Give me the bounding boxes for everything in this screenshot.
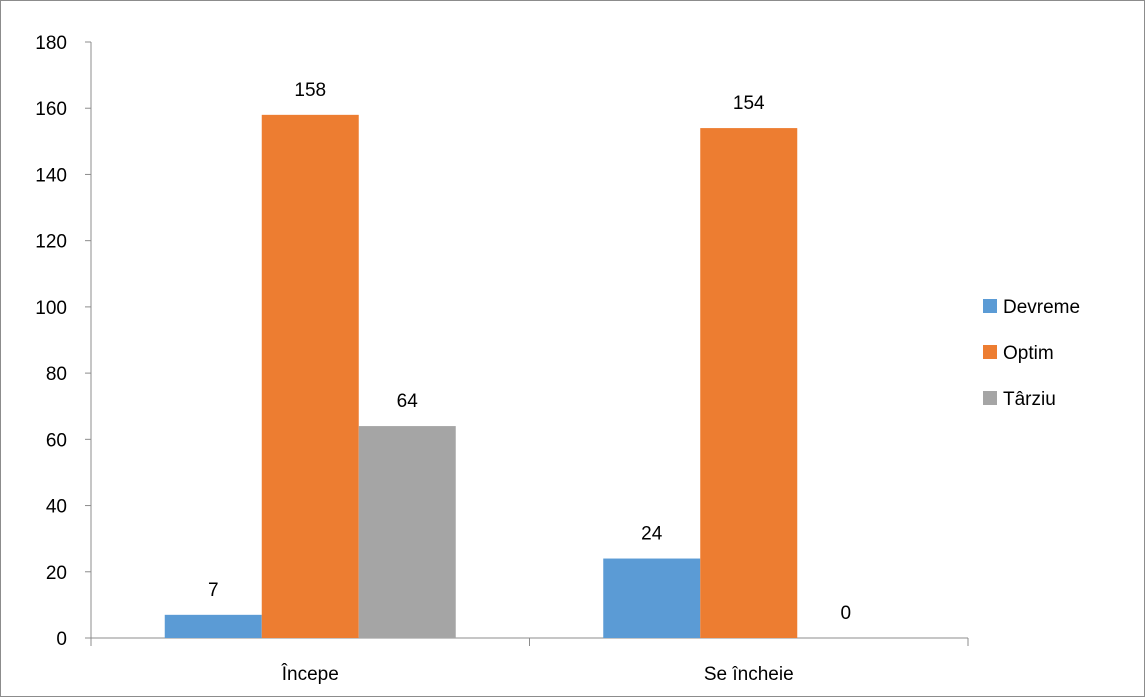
y-tick-label: 100 <box>35 298 67 319</box>
legend-label: Optim <box>1003 343 1054 364</box>
x-category-label: Se încheie <box>704 664 794 685</box>
legend-swatch <box>983 391 997 405</box>
y-tick-label: 20 <box>46 563 67 584</box>
bar-optim <box>261 114 359 639</box>
y-tick-label: 40 <box>46 497 67 518</box>
data-labels: 7 24 158 154 64 0 <box>208 80 851 624</box>
bar-optim <box>700 128 798 639</box>
y-tick-label: 0 <box>56 629 67 650</box>
bar-value-label: 158 <box>294 80 326 101</box>
y-tick-label: 80 <box>46 364 67 385</box>
bar-devreme <box>603 558 701 638</box>
bar-t-rziu <box>358 426 456 638</box>
bar-value-label: 24 <box>641 524 663 545</box>
axes: 0 20 40 60 80 100 120 140 160 180 Începe Se încheie <box>35 33 969 685</box>
legend-label: Târziu <box>1003 389 1056 410</box>
legend-swatch <box>983 299 997 313</box>
bar-value-label: 0 <box>840 603 851 624</box>
legend-label: Devreme <box>1003 297 1080 318</box>
y-tick-label: 140 <box>35 165 67 186</box>
bar-value-label: 64 <box>397 391 419 412</box>
y-tick-label: 60 <box>46 430 67 451</box>
bar-value-label: 7 <box>208 580 219 601</box>
legend: Devreme Optim Târziu <box>983 297 1080 410</box>
y-tick-label: 180 <box>35 33 67 54</box>
legend-swatch <box>983 345 997 359</box>
x-category-label: Începe <box>281 663 339 685</box>
y-tick-label: 160 <box>35 99 67 120</box>
bar-value-label: 154 <box>733 93 765 114</box>
y-tick-label: 120 <box>35 232 67 253</box>
bars <box>164 114 798 639</box>
bar-devreme <box>164 614 262 638</box>
